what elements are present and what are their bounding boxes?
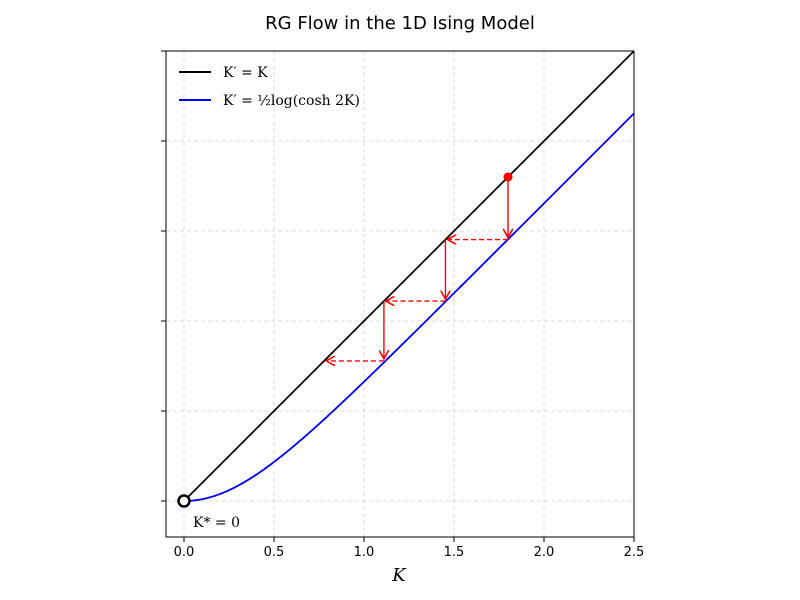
x-tick-label-2: 1.0	[354, 545, 375, 560]
legend-label-identity: K′ = K	[223, 65, 268, 81]
rg-flow-arrows	[326, 172, 513, 361]
series-line-decimation	[183, 112, 634, 502]
x-tick-label-0: 0.0	[174, 545, 195, 560]
fixed-point-label: K* = 0	[193, 515, 240, 531]
x-tick-label-4: 2.0	[534, 545, 555, 560]
legend: K′ = K K′ = ½log(cosh 2K)	[179, 65, 360, 109]
x-tick-label-5: 2.5	[624, 545, 645, 560]
x-tick-label-3: 1.5	[444, 545, 465, 560]
x-tick-label-1: 0.5	[264, 545, 285, 560]
y-axis-ticks	[161, 50, 166, 502]
series-line-identity	[183, 51, 634, 502]
grid	[166, 50, 635, 537]
fixed-point-marker	[177, 494, 191, 508]
x-axis-ticks: 0.0 0.5 1.0 1.5 2.0 2.5	[174, 537, 645, 560]
curves	[183, 51, 634, 502]
flow-start-point	[503, 172, 513, 182]
plot-frame	[165, 50, 635, 538]
fixed-point-group: K* = 0	[177, 494, 240, 531]
legend-label-decimation: K′ = ½log(cosh 2K)	[223, 93, 360, 109]
chart-title: RG Flow in the 1D Ising Model	[265, 13, 535, 34]
x-axis-label: K	[391, 565, 407, 586]
